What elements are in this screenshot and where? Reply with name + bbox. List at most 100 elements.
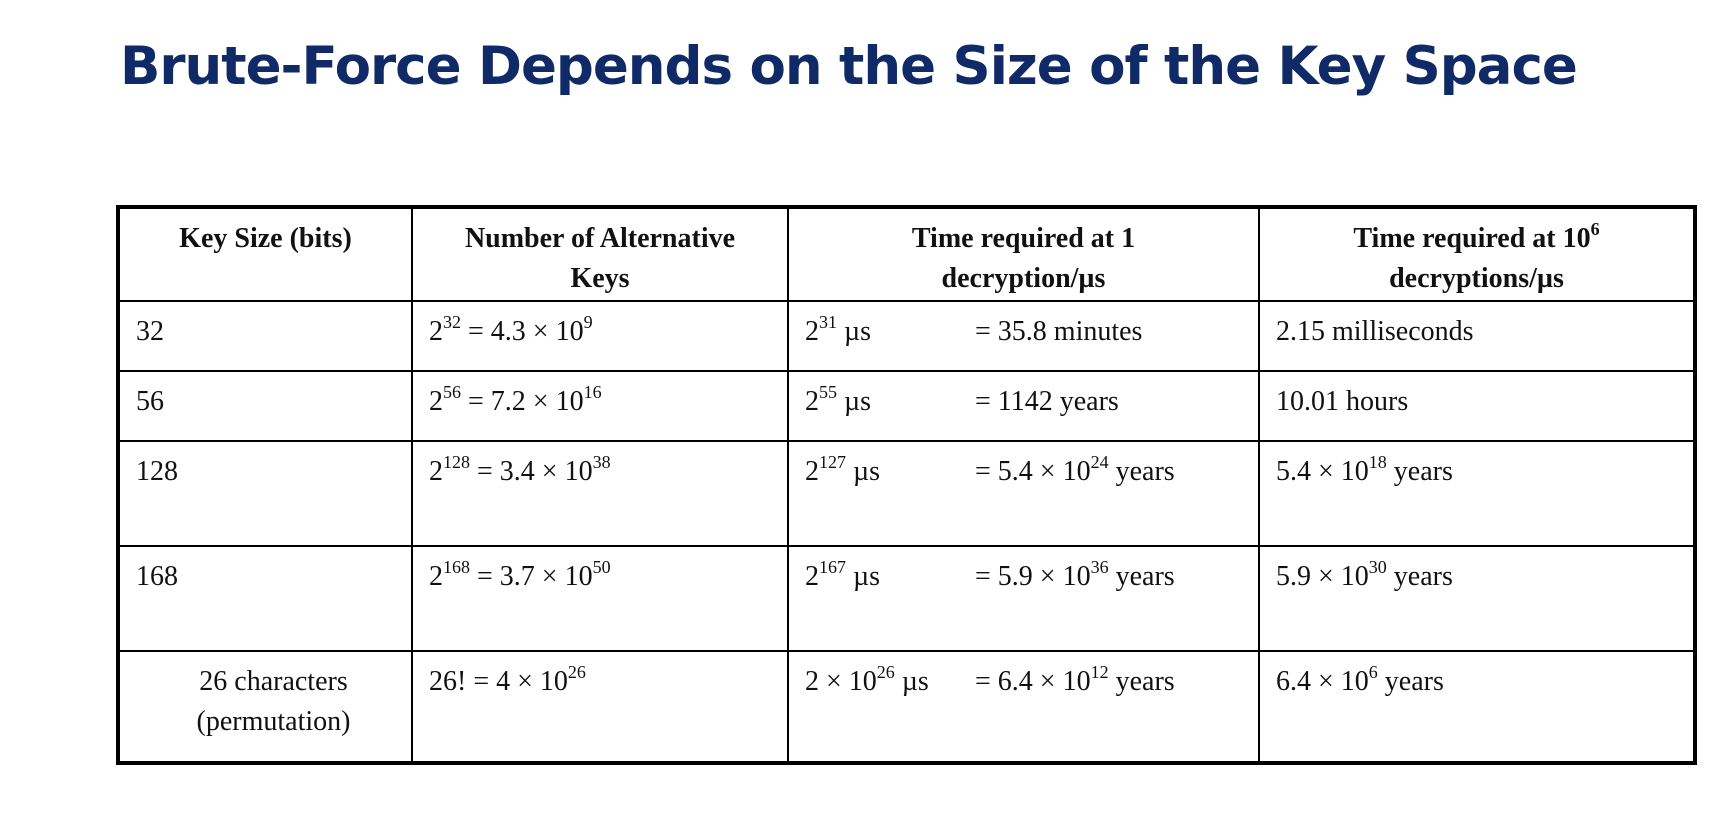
- table-header-row: Key Size (bits) Number of Alternative Ke…: [117, 206, 1696, 302]
- header-time-2-line1: Time required at 10: [1353, 223, 1591, 254]
- time-1-exponent: 127: [819, 452, 846, 472]
- time-1-result: = 5.4 × 10: [975, 456, 1091, 487]
- time-1-unit: µs: [837, 316, 872, 347]
- time-1-result: = 1142 years: [975, 386, 1119, 417]
- cell-time-2: 5.9 × 1030 years: [1258, 545, 1696, 652]
- cell-time-1: 231 µs = 35.8 minutes: [787, 300, 1260, 372]
- alt-keys-exponent: 26: [567, 662, 586, 682]
- time-1-operand: 2167 µs: [805, 557, 975, 597]
- time-1-base: 2: [805, 561, 819, 592]
- header-alternative-keys: Number of Alternative Keys: [411, 206, 789, 302]
- time-1-result-exponent: 24: [1090, 452, 1109, 472]
- time-1-result: = 35.8 minutes: [975, 316, 1143, 347]
- alt-keys-equals: = 3.7 × 10: [470, 561, 593, 592]
- time-1-operand: 255 µs: [805, 382, 975, 422]
- key-size-value: 128: [136, 456, 178, 487]
- header-time-million-decryptions: Time required at 106 decryptions/µs: [1258, 206, 1696, 302]
- time-2-unit: years: [1377, 666, 1444, 697]
- alt-keys-equals: = 4.3 × 10: [461, 316, 584, 347]
- key-size-line2: (permutation): [196, 706, 351, 737]
- header-alternative-keys-line1: Number of Alternative: [464, 223, 736, 254]
- alt-keys-equals: = 7.2 × 10: [461, 386, 584, 417]
- key-space-table: Key Size (bits) Number of Alternative Ke…: [116, 205, 1697, 765]
- cell-time-1: 2127 µs = 5.4 × 1024 years: [787, 440, 1260, 547]
- time-1-operand: 231 µs: [805, 312, 975, 352]
- alt-keys-exponent: 128: [443, 452, 470, 472]
- table-row: 168 2168 = 3.7 × 1050 2167 µs = 5.9 × 103…: [117, 545, 1696, 652]
- cell-key-size: 128: [117, 440, 413, 547]
- header-alternative-keys-line2: Keys: [570, 263, 630, 294]
- time-1-unit: µs: [837, 386, 872, 417]
- cell-alternative-keys: 256 = 7.2 × 1016: [411, 370, 789, 442]
- time-1-base: 2: [805, 386, 819, 417]
- time-2-exponent: 30: [1368, 557, 1387, 577]
- key-size-value: 56: [136, 386, 164, 417]
- key-size-value: 32: [136, 316, 164, 347]
- alt-keys-exponent: 56: [443, 382, 461, 402]
- time-2-value: 5.9 × 10: [1276, 561, 1369, 592]
- cell-time-2: 2.15 milliseconds: [1258, 300, 1696, 372]
- slide-title: Brute-Force Depends on the Size of the K…: [120, 36, 1578, 97]
- time-2-value: 2.15 milliseconds: [1276, 316, 1474, 347]
- alt-keys-equals-exponent: 50: [592, 557, 611, 577]
- alt-keys-equals-exponent: 16: [583, 382, 602, 402]
- time-1-base: 2: [805, 316, 819, 347]
- table-row: 128 2128 = 3.4 × 1038 2127 µs = 5.4 × 102…: [117, 440, 1696, 547]
- table-row: 26 characters (permutation) 26! = 4 × 102…: [117, 650, 1696, 764]
- alt-keys-equals-exponent: 9: [583, 312, 593, 332]
- key-size-line1: 26 characters: [199, 666, 348, 697]
- cell-time-2: 6.4 × 106 years: [1258, 650, 1696, 764]
- time-1-base: 2 × 10: [805, 666, 877, 697]
- cell-alternative-keys: 232 = 4.3 × 109: [411, 300, 789, 372]
- alt-keys-equals: = 3.4 × 10: [470, 456, 593, 487]
- time-1-base: 2: [805, 456, 819, 487]
- time-1-result: = 6.4 × 10: [975, 666, 1091, 697]
- header-key-size: Key Size (bits): [117, 206, 413, 302]
- cell-time-2: 10.01 hours: [1258, 370, 1696, 442]
- time-1-unit: µs: [846, 561, 881, 592]
- table-row: 32 232 = 4.3 × 109 231 µs = 35.8 minutes …: [117, 300, 1696, 372]
- alt-keys-base: 2: [429, 316, 443, 347]
- time-2-exponent: 6: [1368, 662, 1378, 682]
- time-1-result: = 5.9 × 10: [975, 561, 1091, 592]
- cell-key-size: 32: [117, 300, 413, 372]
- cell-alternative-keys: 2168 = 3.7 × 1050: [411, 545, 789, 652]
- alt-keys-equals-exponent: 38: [592, 452, 611, 472]
- alt-keys-base: 2: [429, 561, 443, 592]
- header-time-1-line1: Time required at 1: [911, 223, 1136, 254]
- key-size-value: 168: [136, 561, 178, 592]
- time-2-unit: years: [1386, 561, 1453, 592]
- alt-keys-exponent: 168: [443, 557, 470, 577]
- time-2-unit: years: [1386, 456, 1453, 487]
- cell-time-2: 5.4 × 1018 years: [1258, 440, 1696, 547]
- header-time-1-decryption: Time required at 1 decryption/µs: [787, 206, 1260, 302]
- header-time-2-line2: decryptions/µs: [1389, 263, 1564, 294]
- time-1-result-exponent: 12: [1090, 662, 1109, 682]
- alt-keys-base: 26! = 4 × 10: [429, 666, 568, 697]
- alt-keys-base: 2: [429, 386, 443, 417]
- time-1-exponent: 55: [819, 382, 837, 402]
- time-1-result-unit: years: [1108, 561, 1175, 592]
- time-2-value: 10.01 hours: [1276, 386, 1409, 417]
- cell-key-size: 26 characters (permutation): [117, 650, 413, 764]
- time-1-operand: 2 × 1026 µs: [805, 662, 975, 702]
- time-1-unit: µs: [894, 666, 929, 697]
- alt-keys-base: 2: [429, 456, 443, 487]
- time-1-unit: µs: [846, 456, 881, 487]
- cell-time-1: 255 µs = 1142 years: [787, 370, 1260, 442]
- time-2-value: 6.4 × 10: [1276, 666, 1369, 697]
- time-1-exponent: 26: [876, 662, 895, 682]
- cell-alternative-keys: 2128 = 3.4 × 1038: [411, 440, 789, 547]
- time-1-result-unit: years: [1108, 666, 1175, 697]
- time-1-exponent: 167: [819, 557, 846, 577]
- alt-keys-exponent: 32: [443, 312, 461, 332]
- time-1-operand: 2127 µs: [805, 452, 975, 492]
- time-1-result-exponent: 36: [1090, 557, 1109, 577]
- cell-alternative-keys: 26! = 4 × 1026: [411, 650, 789, 764]
- table-row: 56 256 = 7.2 × 1016 255 µs = 1142 years 1…: [117, 370, 1696, 442]
- time-1-exponent: 31: [819, 312, 837, 332]
- header-time-2-exponent: 6: [1590, 219, 1600, 239]
- cell-key-size: 56: [117, 370, 413, 442]
- time-2-exponent: 18: [1368, 452, 1387, 472]
- time-1-result-unit: years: [1108, 456, 1175, 487]
